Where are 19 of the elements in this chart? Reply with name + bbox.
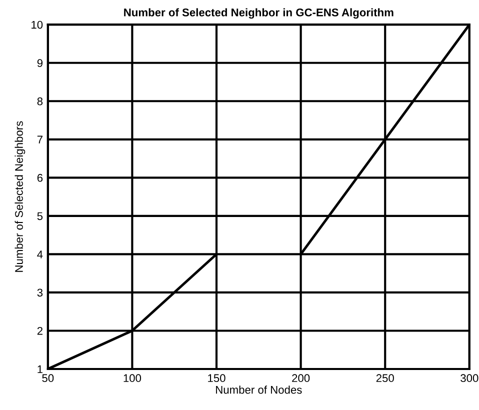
x-tick-label: 100 (124, 374, 142, 382)
chart-title: Number of Selected Neighbor in GC-ENS Algorithm (124, 8, 394, 19)
x-tick-label: 300 (460, 374, 478, 382)
y-tick-label: 3 (37, 288, 43, 297)
x-tick-label: 200 (292, 374, 310, 382)
y-tick-label: 6 (37, 174, 43, 182)
y-tick-label: 2 (37, 327, 42, 335)
x-tick-label: 150 (208, 374, 226, 382)
y-axis-title: Number of Selected Neighbors (14, 121, 26, 272)
y-tick-label: 4 (37, 250, 43, 258)
y-tick-label: 7 (37, 136, 42, 144)
y-tick-label: 10 (32, 20, 43, 29)
y-tick-label: 9 (37, 59, 43, 67)
y-tick-label: 5 (37, 212, 43, 220)
x-tick-label: 250 (376, 374, 394, 382)
x-axis-title: Number of Nodes (216, 386, 302, 394)
y-tick-label: 1 (38, 365, 42, 374)
x-tick-label: 50 (42, 374, 54, 382)
y-tick-label: 8 (37, 97, 43, 106)
